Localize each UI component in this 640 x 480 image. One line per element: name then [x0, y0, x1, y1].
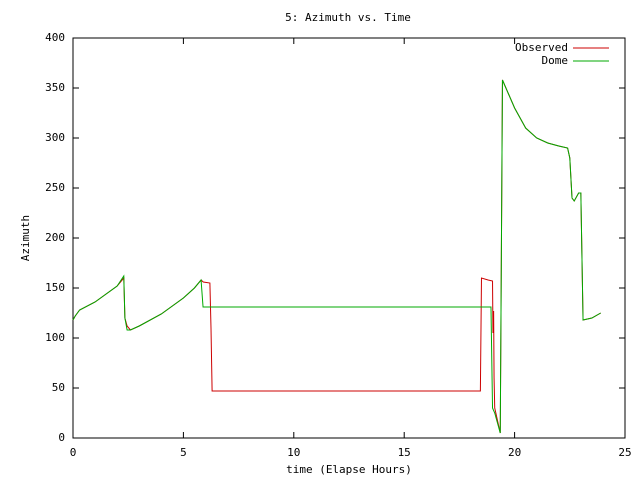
legend-label: Dome	[542, 54, 569, 67]
y-tick-label: 50	[52, 381, 65, 394]
y-tick-label: 350	[45, 81, 65, 94]
x-tick-label: 0	[70, 446, 77, 459]
data-line	[72, 79, 601, 434]
chart-title: 5: Azimuth vs. Time	[285, 11, 411, 24]
y-tick-label: 250	[45, 181, 65, 194]
x-tick-label: 10	[287, 446, 300, 459]
y-tick-label: 0	[58, 431, 65, 444]
plot-frame	[72, 37, 626, 439]
legend-label: Observed	[515, 41, 568, 54]
y-tick-label: 100	[45, 331, 65, 344]
x-tick-label: 15	[398, 446, 411, 459]
data-line	[72, 79, 601, 434]
x-tick-label: 5	[180, 446, 187, 459]
x-tick-label: 25	[618, 446, 631, 459]
y-tick-label: 400	[45, 31, 65, 44]
x-axis-label: time (Elapse Hours)	[286, 463, 412, 476]
y-tick-label: 200	[45, 231, 65, 244]
y-tick-label: 300	[45, 131, 65, 144]
y-tick-label: 150	[45, 281, 65, 294]
x-tick-label: 20	[508, 446, 521, 459]
y-axis-label: Azimuth	[19, 215, 32, 261]
